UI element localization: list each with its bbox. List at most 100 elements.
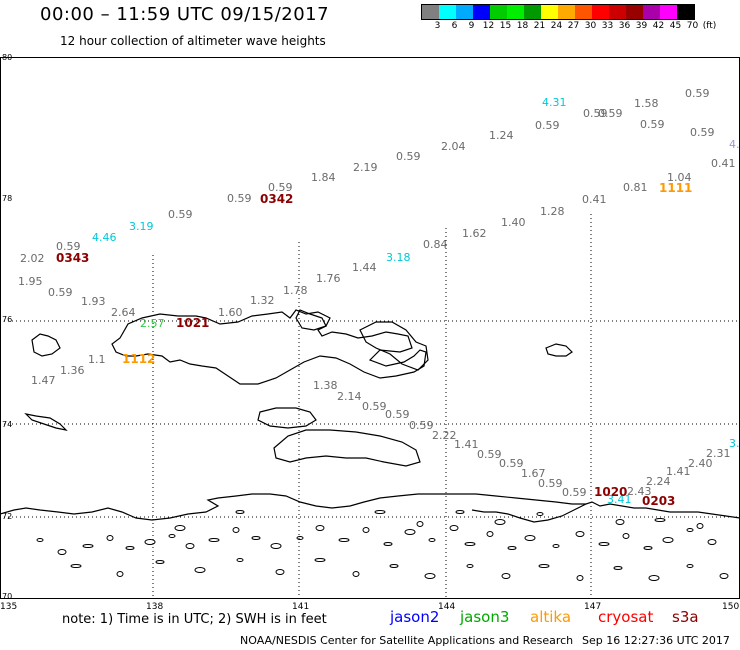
mainland-coast xyxy=(0,493,740,521)
wave-height-value: 0.41 xyxy=(582,193,607,206)
small-island xyxy=(449,525,459,531)
wave-height-points: 4.310.590.591.242.040.592.191.840.590.59… xyxy=(18,87,740,506)
pass-time-label: 1020 xyxy=(594,485,627,499)
legend-label: 18 xyxy=(516,21,529,31)
legend-label: 45 xyxy=(669,21,682,31)
wave-height-value: 4.46 xyxy=(92,231,117,244)
small-island xyxy=(507,546,517,550)
page-subtitle: 12 hour collection of altimeter wave hei… xyxy=(60,34,326,48)
small-island xyxy=(116,571,124,577)
wave-height-value: 3.18 xyxy=(386,251,411,264)
wave-height-value: 1.41 xyxy=(666,465,691,478)
wave-height-value: 4.3 xyxy=(729,138,740,151)
lon-label-147: 147 xyxy=(584,602,601,612)
wave-height-value: 0.59 xyxy=(535,119,560,132)
wave-height-value: 2.40 xyxy=(688,457,713,470)
legend-swatch xyxy=(490,5,507,19)
wave-height-value: 1.32 xyxy=(250,294,275,307)
pass-time-labels: 0342 0343 1021 1112 1111 1020 0203 xyxy=(56,181,692,508)
wave-height-value: 0.41 xyxy=(711,157,736,170)
legend-swatch xyxy=(473,5,490,19)
small-island xyxy=(315,525,325,531)
small-island xyxy=(194,567,206,573)
small-island xyxy=(155,560,165,564)
small-island xyxy=(424,573,436,579)
bennett-island-coast xyxy=(31,333,61,357)
wave-height-value: 1.44 xyxy=(352,261,377,274)
small-island xyxy=(486,531,494,537)
small-island xyxy=(494,519,506,525)
wave-height-value: 1.76 xyxy=(316,272,341,285)
small-island xyxy=(598,542,610,546)
wave-height-value: 1.95 xyxy=(18,275,43,288)
wave-height-value: 1.84 xyxy=(311,171,336,184)
kotelny-island-coast xyxy=(111,309,427,385)
legend-swatch xyxy=(422,5,439,19)
wave-height-value: 2.43 xyxy=(627,485,652,498)
legend-swatch xyxy=(558,5,575,19)
small-island xyxy=(314,558,326,562)
lat-label-72: 72 xyxy=(2,512,12,521)
legend-swatch xyxy=(507,5,524,19)
legend-swatch xyxy=(643,5,660,19)
wave-height-value: 0.59 xyxy=(562,486,587,499)
wave-height-value: 0.59 xyxy=(583,107,608,120)
lat-label-76: 76 xyxy=(2,315,12,324)
small-island xyxy=(686,564,694,568)
wave-height-value: 2.31 xyxy=(706,447,731,460)
wave-height-value: 2.02 xyxy=(20,252,45,265)
legend-label: (ft) xyxy=(702,21,717,31)
wave-height-value: 1.1 xyxy=(88,353,106,366)
legend-label: 9 xyxy=(468,21,475,31)
legend-swatch xyxy=(592,5,609,19)
small-island xyxy=(383,542,393,546)
legend-label: 15 xyxy=(499,21,512,31)
satellite-altika: altika xyxy=(530,608,572,626)
wave-height-value: 0.59 xyxy=(598,107,623,120)
small-island xyxy=(615,519,625,525)
small-island xyxy=(466,564,474,568)
wave-height-value: 0.59 xyxy=(640,118,665,131)
small-island xyxy=(622,533,630,539)
small-island xyxy=(125,546,135,550)
small-island xyxy=(82,544,94,548)
wave-height-value: 3.41 xyxy=(607,493,632,506)
page-title: 00:00 – 11:59 UTC 09/15/2017 xyxy=(40,4,330,25)
small-island xyxy=(416,521,424,527)
small-island xyxy=(168,534,176,538)
legend-swatch xyxy=(575,5,592,19)
wave-height-value: 0.81 xyxy=(623,181,648,194)
east-small-island-coast xyxy=(545,343,573,357)
small-island xyxy=(174,525,186,531)
lon-label-135: 135 xyxy=(0,602,17,612)
legend-labels: 3 6 9 12 15 18 21 24 27 30 33 36 39 42 45 70 (ft) xyxy=(421,20,717,34)
wave-height-value: 0.84 xyxy=(423,238,448,251)
small-island xyxy=(538,564,550,568)
faddeyevsky-coast xyxy=(295,309,327,331)
wave-height-value: 0.59 xyxy=(48,286,73,299)
small-island xyxy=(70,564,82,568)
wave-height-value: 1.67 xyxy=(521,467,546,480)
legend-swatch xyxy=(660,5,677,19)
satellite-s3a: s3a xyxy=(672,608,699,626)
wave-height-value: 2.64 xyxy=(111,306,136,319)
small-island xyxy=(389,564,399,568)
wave-height-value: 2.24 xyxy=(646,475,671,488)
color-legend: 3 6 9 12 15 18 21 24 27 30 33 36 39 42 45 70 (ft) xyxy=(421,4,717,34)
wave-height-value: 2.14 xyxy=(337,390,362,403)
wave-height-value: 1.36 xyxy=(60,364,85,377)
wave-height-value: 1.40 xyxy=(501,216,526,229)
small-island xyxy=(654,518,666,522)
wave-height-value: 3.19 xyxy=(129,220,154,233)
wave-height-value: 1.60 xyxy=(218,306,243,319)
wave-height-value: 0.59 xyxy=(362,400,387,413)
legend-swatch xyxy=(609,5,626,19)
wave-height-value: 1.58 xyxy=(634,97,659,110)
lat-label-74: 74 xyxy=(2,420,12,429)
lon-label-141: 141 xyxy=(292,602,309,612)
small-island xyxy=(251,536,261,540)
grid-lines xyxy=(0,214,740,598)
legend-label: 27 xyxy=(567,21,580,31)
